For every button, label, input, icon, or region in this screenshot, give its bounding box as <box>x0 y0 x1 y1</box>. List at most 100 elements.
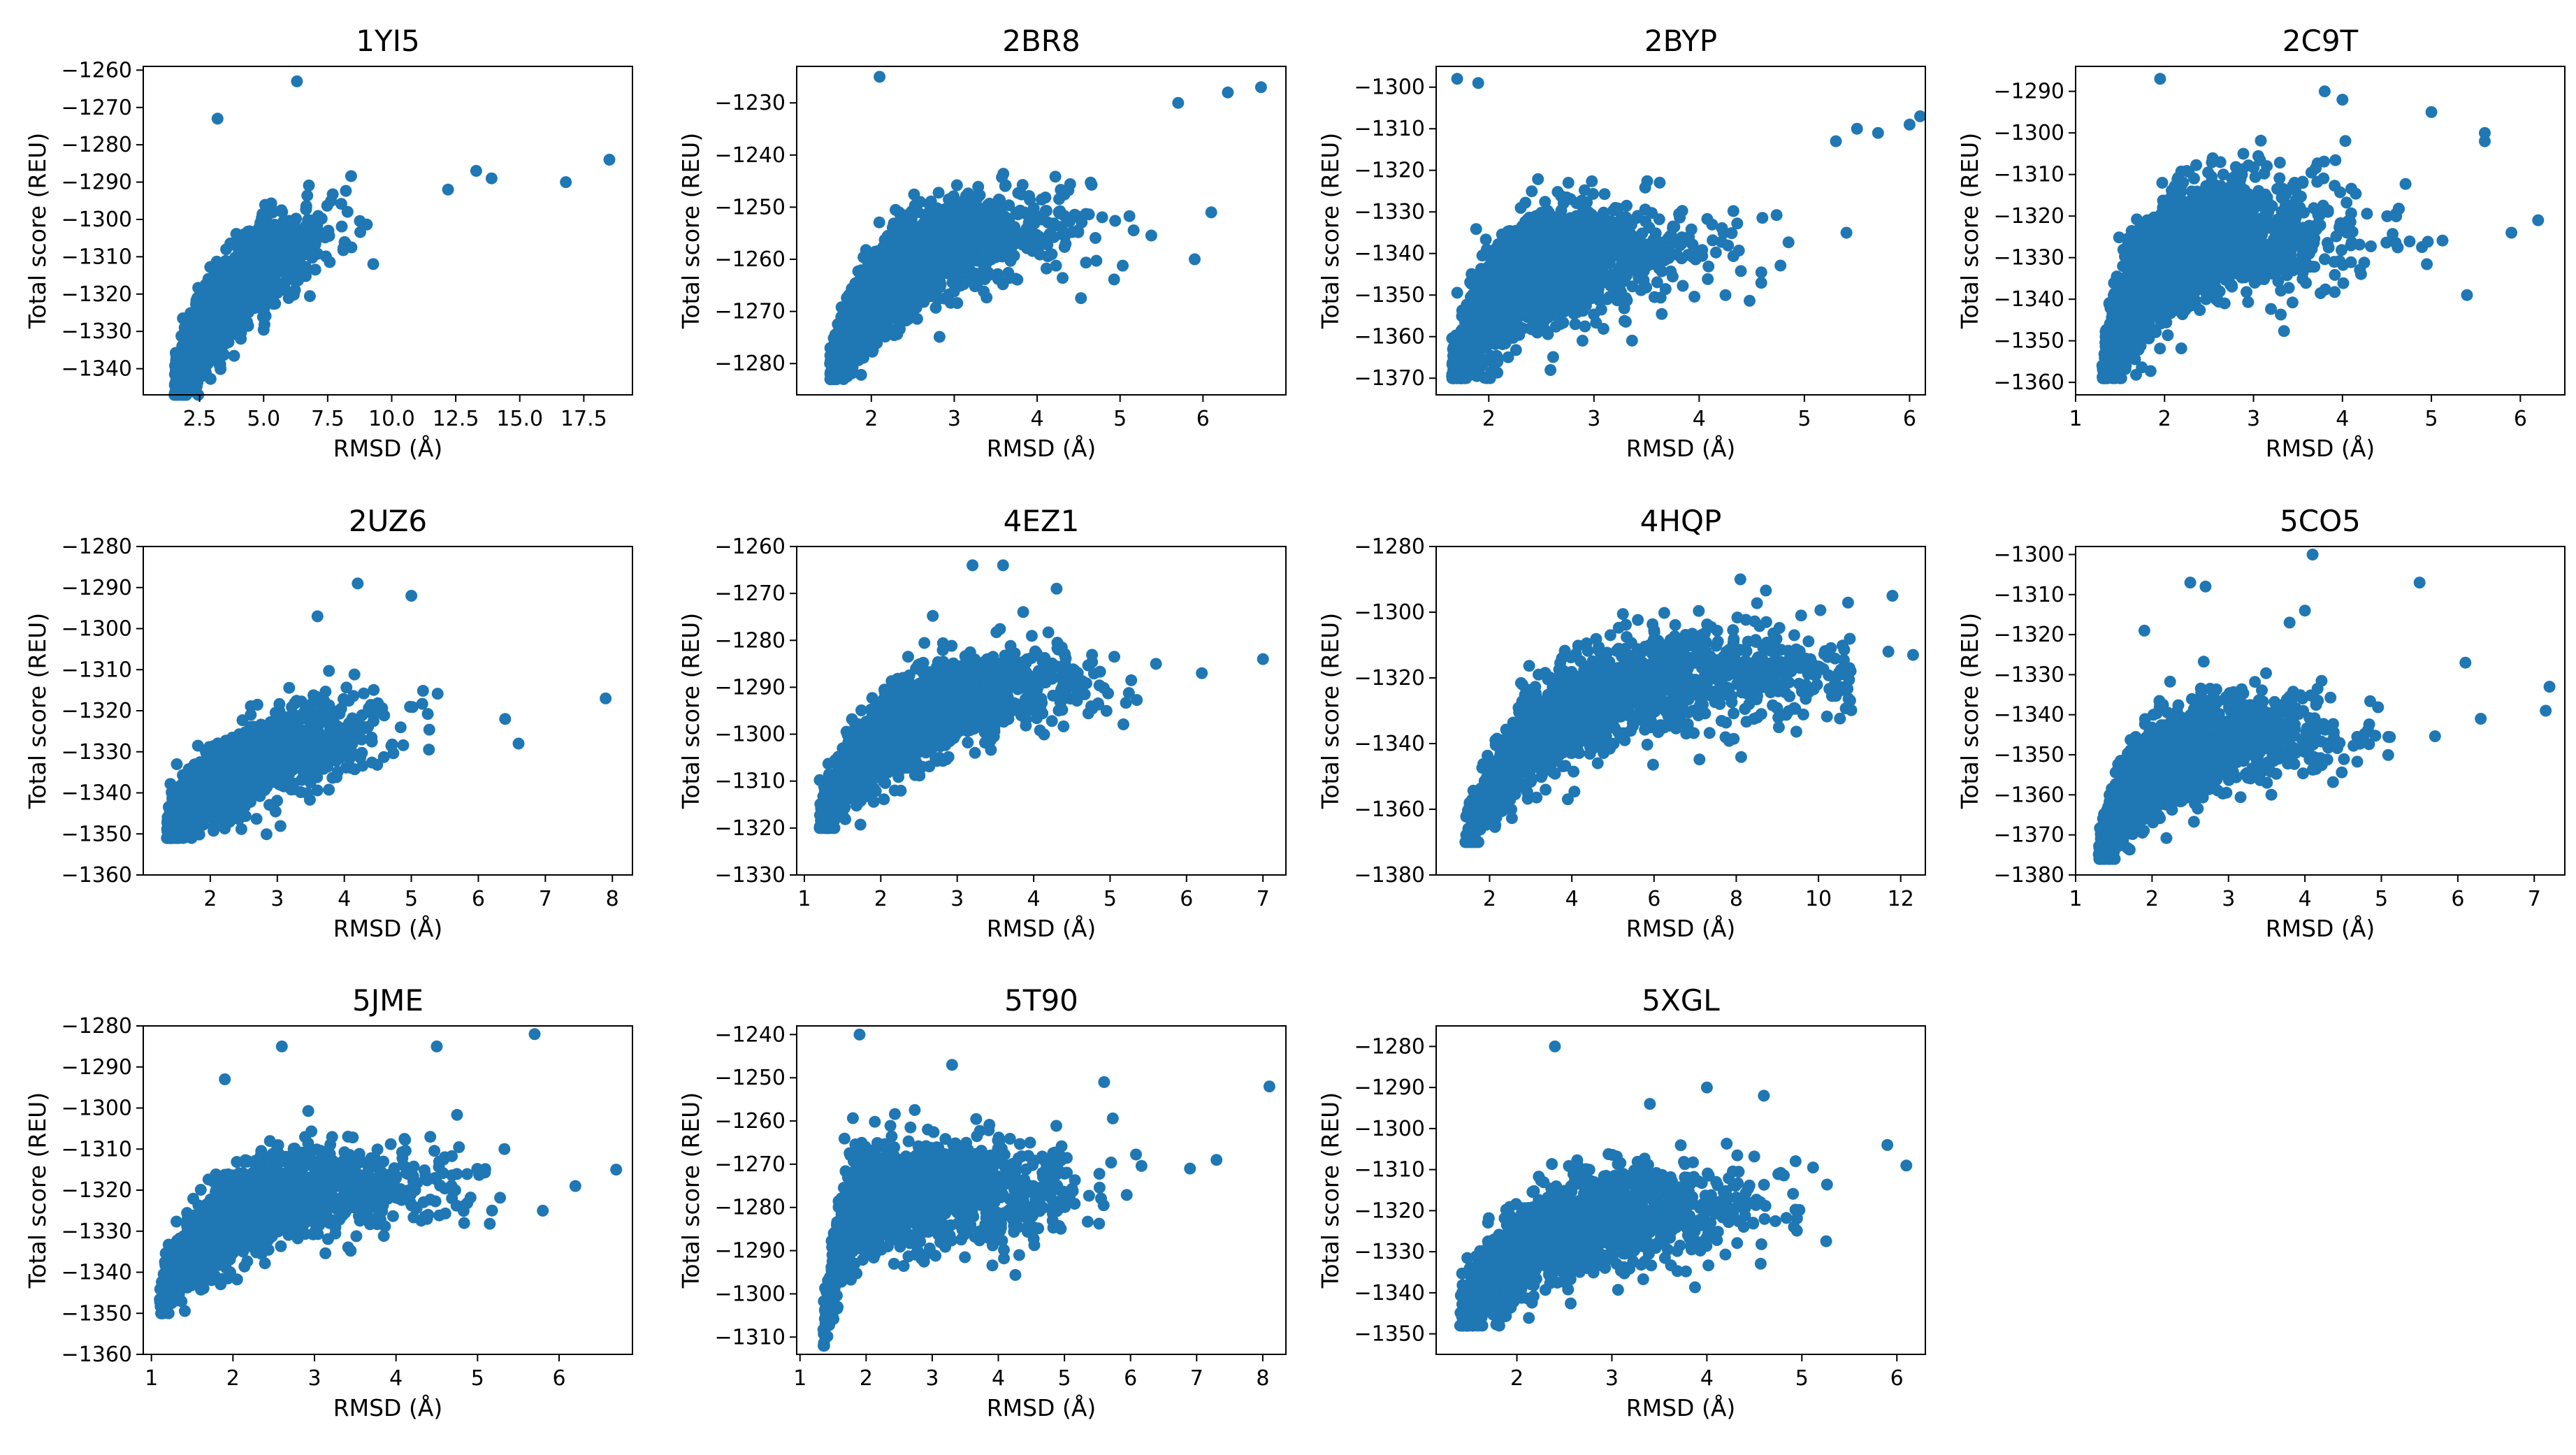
y-tick-label: −1240 <box>715 143 786 168</box>
data-point <box>887 246 899 259</box>
data-point <box>259 269 272 282</box>
x-tick-label: 5 <box>1797 407 1811 431</box>
data-point <box>984 203 997 215</box>
data-point <box>1045 248 1058 261</box>
data-point <box>1478 312 1491 324</box>
data-point <box>290 212 303 225</box>
data-point <box>1531 326 1544 339</box>
data-point <box>1685 223 1698 236</box>
data-point <box>1558 271 1571 284</box>
data-point <box>978 273 991 285</box>
data-point <box>1023 190 1036 202</box>
data-point <box>1840 226 1853 239</box>
data-point <box>1592 282 1605 295</box>
data-point <box>1039 191 1052 204</box>
data-point <box>291 75 303 87</box>
data-point <box>957 237 970 249</box>
data-point <box>340 184 352 197</box>
data-point <box>268 277 280 290</box>
data-point <box>1597 323 1609 335</box>
data-point <box>1189 253 1201 266</box>
y-tick-label: −1320 <box>61 282 132 307</box>
data-point <box>321 199 333 212</box>
y-tick-label: −1260 <box>715 247 786 272</box>
data-point <box>1052 205 1065 218</box>
data-point <box>1675 252 1688 265</box>
data-point <box>1731 217 1744 230</box>
data-point <box>1456 335 1469 347</box>
data-point <box>1096 211 1108 224</box>
y-tick-label: −1370 <box>1354 366 1425 391</box>
data-point <box>1665 229 1677 242</box>
data-point <box>257 324 270 336</box>
data-point <box>277 254 289 266</box>
data-point <box>1484 270 1497 283</box>
data-point <box>1540 262 1553 275</box>
data-point <box>1526 256 1538 269</box>
data-point <box>213 337 226 349</box>
data-point <box>1123 210 1136 222</box>
data-point <box>1494 284 1507 296</box>
data-point <box>1643 222 1656 234</box>
data-point <box>971 232 984 245</box>
data-point <box>1496 249 1509 262</box>
y-tick-label: −1270 <box>715 300 786 324</box>
data-point <box>1872 126 1884 139</box>
data-point <box>289 236 301 248</box>
data-point <box>911 312 923 325</box>
data-point <box>1562 177 1575 189</box>
data-point <box>844 349 856 361</box>
y-tick-label: −1320 <box>1354 159 1425 183</box>
x-tick-label: 5 <box>1113 407 1127 431</box>
data-point <box>1914 110 1926 122</box>
data-point <box>1513 328 1526 341</box>
data-point <box>1618 231 1630 243</box>
data-point <box>1547 236 1559 248</box>
data-point <box>276 205 289 218</box>
data-point <box>1172 96 1185 109</box>
data-point <box>992 273 1004 285</box>
data-point <box>932 268 944 281</box>
data-point <box>1654 236 1666 249</box>
y-tick-label: −1310 <box>61 245 132 269</box>
data-point <box>1572 226 1585 239</box>
y-tick-label: −1290 <box>61 171 132 195</box>
data-point <box>1108 273 1120 286</box>
data-point <box>1040 262 1052 275</box>
data-point <box>1616 272 1628 284</box>
data-point <box>1034 233 1046 246</box>
data-point <box>1254 81 1267 94</box>
data-point <box>1524 216 1537 229</box>
data-point <box>1496 338 1509 350</box>
y-tick-label: −1330 <box>61 319 132 344</box>
y-tick-label: −1300 <box>1354 75 1425 100</box>
data-point <box>1542 301 1555 314</box>
data-point <box>1502 351 1514 363</box>
data-point <box>341 205 354 218</box>
data-point <box>214 358 226 370</box>
data-point <box>241 316 253 328</box>
data-point <box>282 243 294 256</box>
y-tick-label: −1250 <box>715 195 786 219</box>
x-tick-label: 15.0 <box>496 407 543 431</box>
data-point <box>1470 223 1482 236</box>
data-point <box>927 236 939 248</box>
data-point <box>1555 204 1568 217</box>
data-point <box>1640 281 1653 294</box>
data-point <box>1830 135 1842 147</box>
data-point <box>1109 215 1122 227</box>
data-point <box>893 320 906 333</box>
y-axis-label: Total score (REU) <box>24 133 51 329</box>
y-tick-label: −1340 <box>61 357 132 382</box>
data-point <box>248 287 261 299</box>
data-point <box>1459 358 1470 370</box>
x-axis-label: RMSD (Å) <box>1626 434 1736 462</box>
data-point <box>1558 301 1571 313</box>
data-point <box>866 259 878 272</box>
data-point <box>1530 274 1542 287</box>
data-point <box>1544 280 1556 292</box>
x-tick-label: 6 <box>1196 407 1210 431</box>
